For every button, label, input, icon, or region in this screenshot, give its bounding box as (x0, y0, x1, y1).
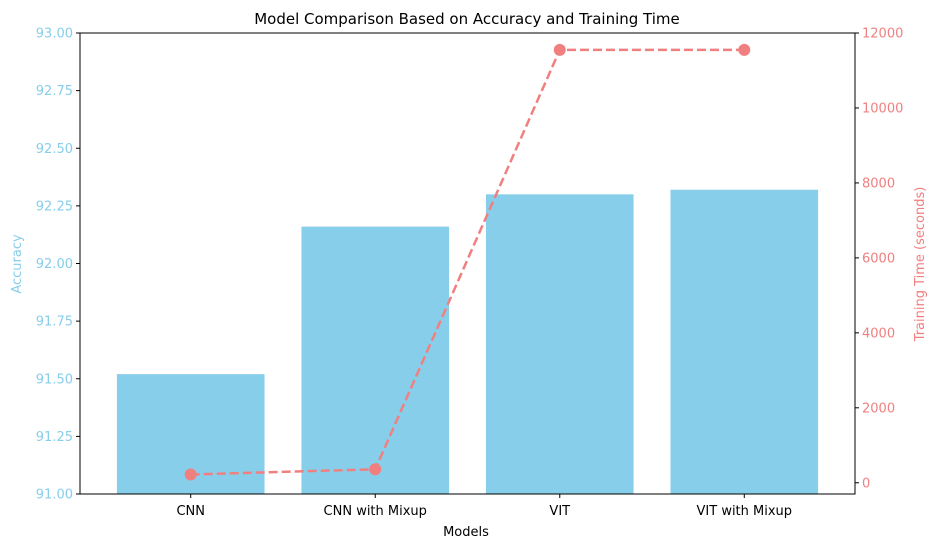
ticks-layer: 91.00 91.25 91.50 91.75 92.00 92.25 92.50 92.75… (36, 27, 904, 520)
training-time-point-2 (553, 43, 566, 56)
bar-2 (485, 194, 634, 494)
right-axis-label: Training Time (seconds) (913, 187, 928, 343)
x-tick-label-0: CNN (176, 504, 205, 519)
x-tick-label-2: VIT (549, 504, 570, 519)
left-tick-label-6: 92.50 (36, 142, 73, 157)
right-tick-label-4: 8000 (862, 176, 895, 191)
left-tick-label-1: 91.25 (36, 430, 73, 445)
left-tick-label-2: 91.50 (36, 372, 73, 387)
bars-layer (116, 189, 819, 495)
right-tick-label-6: 12000 (862, 27, 903, 42)
right-tick-label-1: 2000 (862, 401, 895, 416)
right-tick-label-2: 4000 (862, 326, 895, 341)
x-axis-label: Models (443, 525, 489, 540)
left-tick-label-4: 92.00 (36, 257, 73, 272)
right-tick-label-5: 10000 (862, 101, 903, 116)
training-time-point-0 (184, 468, 197, 481)
training-time-point-1 (369, 463, 382, 476)
bar-3 (670, 189, 819, 495)
left-tick-label-0: 91.00 (36, 488, 73, 503)
training-time-line (190, 48, 745, 476)
left-axis-label: Accuracy (10, 234, 25, 294)
x-tick-label-1: CNN with Mixup (324, 504, 427, 519)
right-tick-label-3: 6000 (862, 251, 895, 266)
training-time-point-3 (738, 43, 751, 56)
left-tick-label-7: 92.75 (36, 84, 73, 99)
left-tick-label-3: 91.75 (36, 315, 73, 330)
right-tick-label-0: 0 (862, 476, 870, 491)
bar-1 (301, 226, 450, 494)
left-tick-label-8: 93.00 (36, 27, 73, 42)
line-layer (184, 43, 751, 481)
chart-title: Model Comparison Based on Accuracy and T… (254, 10, 680, 28)
x-tick-label-3: VIT with Mixup (697, 504, 793, 519)
left-tick-label-5: 92.25 (36, 199, 73, 214)
